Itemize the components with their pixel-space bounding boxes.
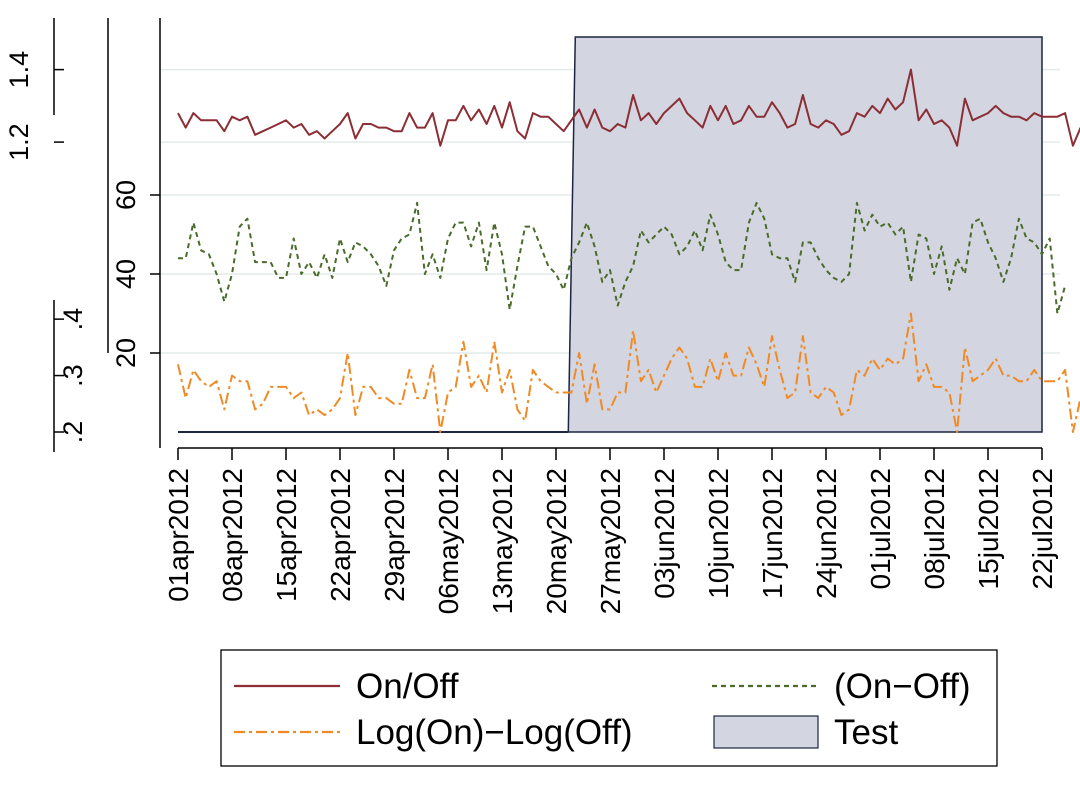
x-tick-label: 22apr2012 xyxy=(325,468,356,602)
y-tick-label: .2 xyxy=(58,421,88,444)
y-tick-label: .4 xyxy=(58,308,88,331)
legend-label-on-off: On/Off xyxy=(356,667,459,706)
x-tick-label: 20may2012 xyxy=(541,468,572,614)
test-period-layer xyxy=(178,36,1043,433)
y-tick-label: 1.2 xyxy=(4,123,34,161)
x-tick-label: 22jul2012 xyxy=(1027,468,1058,589)
x-tick-label: 08jul2012 xyxy=(919,468,950,589)
y-tick-label: .3 xyxy=(58,364,88,387)
x-tick-label: 03jun2012 xyxy=(649,468,680,599)
x-tick-label: 08apr2012 xyxy=(217,468,248,602)
y-tick-label: 40 xyxy=(111,259,141,289)
x-tick-label: 15jul2012 xyxy=(973,468,1004,589)
legend-label-log-difference: Log(On)−Log(Off) xyxy=(356,713,633,752)
x-tick-label: 29apr2012 xyxy=(379,468,410,602)
legend-box xyxy=(220,649,998,767)
test-period-area xyxy=(567,36,1043,433)
x-tick-label: 01jul2012 xyxy=(865,468,896,589)
series-layer xyxy=(177,68,1080,433)
legend: On/Off (On−Off) Log(On)−Log(Off) Test xyxy=(220,649,998,767)
legend-label-test: Test xyxy=(834,713,898,752)
x-tick-label: 06may2012 xyxy=(433,468,464,614)
x-tick-label: 24jun2012 xyxy=(811,468,842,599)
x-tick-label: 01apr2012 xyxy=(163,468,194,602)
x-tick-label: 15apr2012 xyxy=(271,468,302,602)
series-line-2 xyxy=(177,312,1080,433)
y-tick-label: 20 xyxy=(111,338,141,368)
axes: 01apr2012 08apr2012 15apr2012 22apr2012 29ap… xyxy=(4,18,1058,614)
x-tick-label: 13may2012 xyxy=(487,468,518,614)
x-tick-label: 27may2012 xyxy=(595,468,626,614)
x-tick-label: 10jun2012 xyxy=(703,468,734,599)
x-tick-label: 17jun2012 xyxy=(757,468,788,599)
y-tick-label: 60 xyxy=(111,180,141,210)
series-line-0 xyxy=(177,68,1080,147)
y-tick-label: 1.4 xyxy=(4,51,34,89)
series-line-1 xyxy=(178,201,1067,315)
legend-swatch-test xyxy=(713,715,819,749)
legend-label-on-minus-off: (On−Off) xyxy=(834,667,970,706)
